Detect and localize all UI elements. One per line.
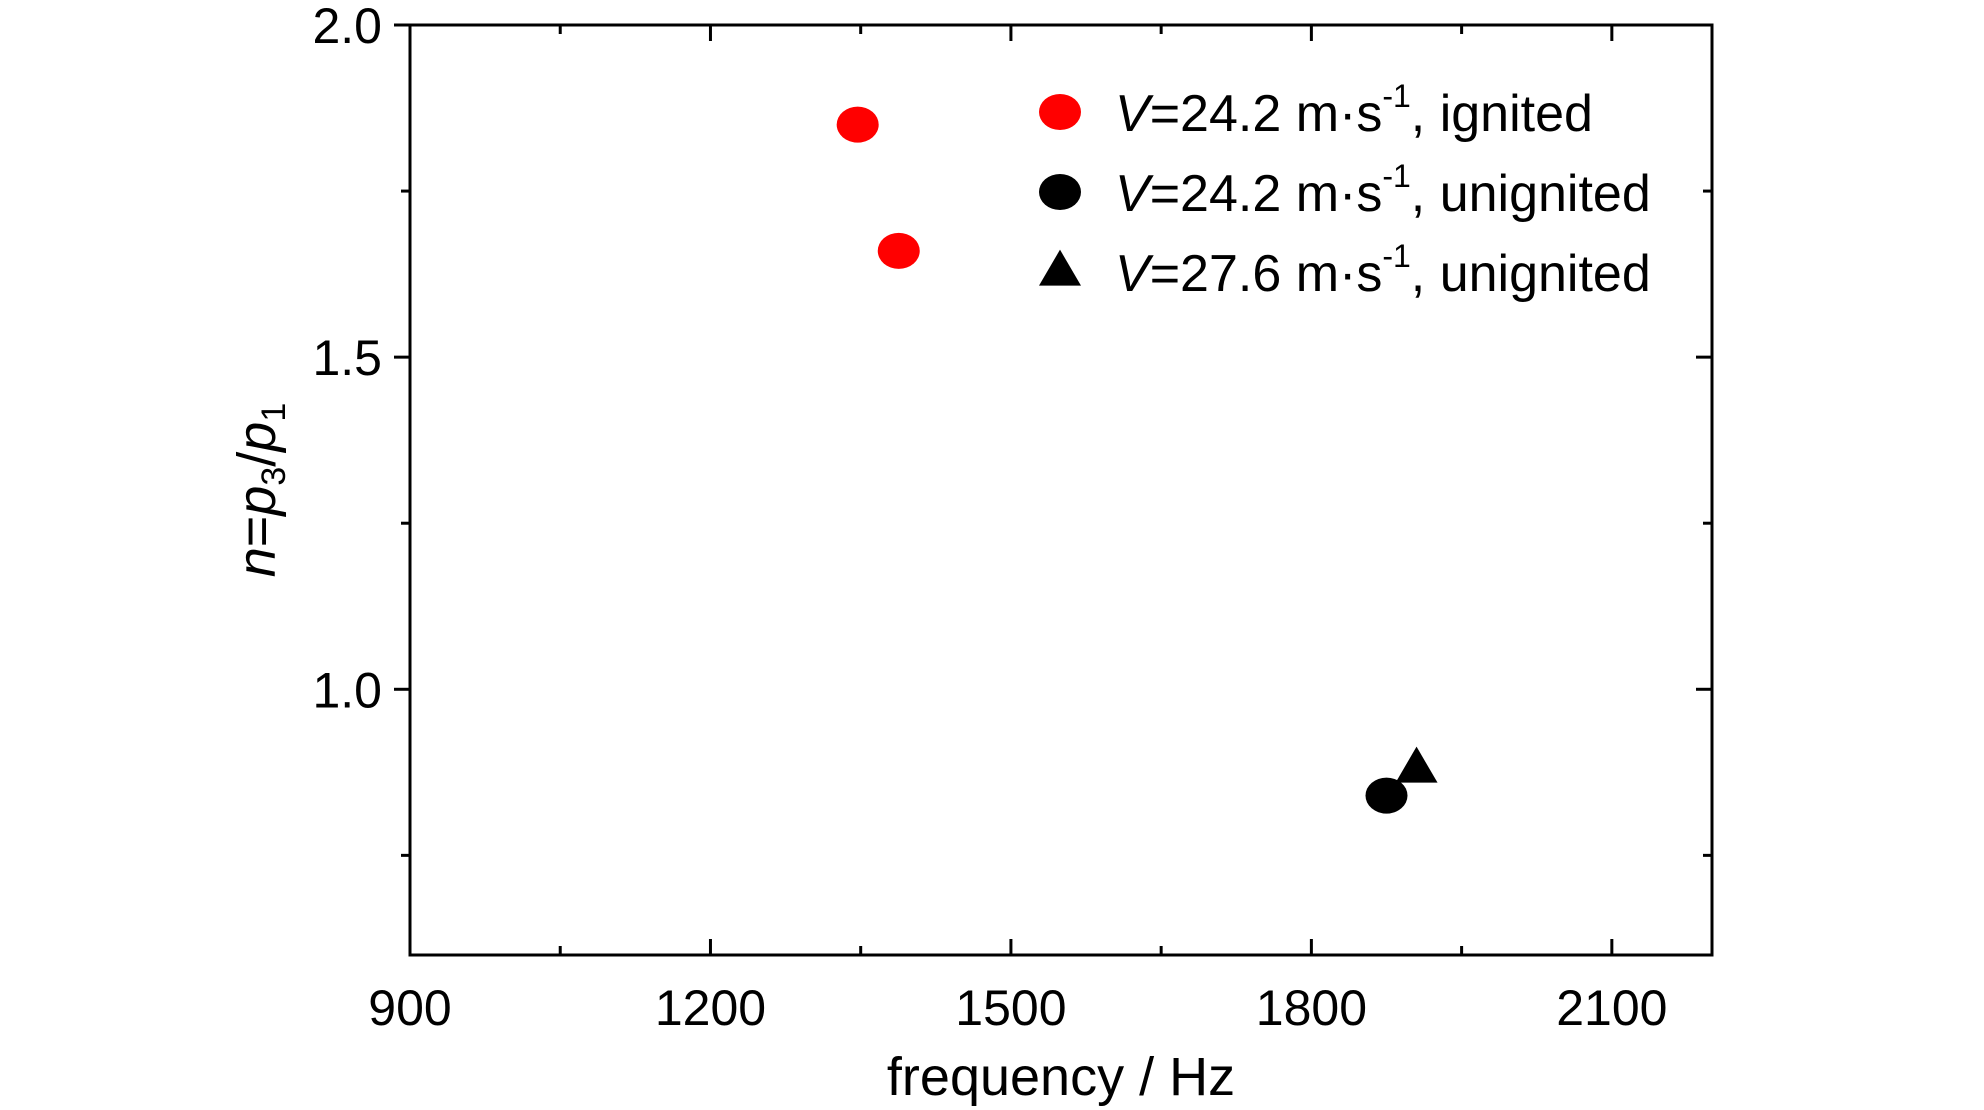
y-tick-label: 2.0	[312, 0, 382, 54]
legend-entry: V=24.2 m·s-1, unignited	[1039, 158, 1651, 223]
x-tick-label: 1800	[1256, 980, 1367, 1036]
y-tick-label: 1.0	[312, 662, 382, 718]
data-point	[836, 106, 879, 143]
data-points	[836, 106, 1438, 814]
legend-entry: V=24.2 m·s-1, ignited	[1039, 78, 1593, 143]
data-point	[877, 232, 920, 269]
legend-marker	[1039, 174, 1081, 210]
legend-label: V=27.6 m·s-1, unignited	[1115, 238, 1651, 303]
x-tick-label: 1200	[655, 980, 766, 1036]
y-tick-label: 1.5	[312, 330, 382, 386]
legend-label: V=24.2 m·s-1, ignited	[1115, 78, 1593, 143]
legend-entry: V=27.6 m·s-1, unignited	[1039, 238, 1651, 303]
x-tick-label: 2100	[1556, 980, 1667, 1036]
y-axis-ticks	[394, 23, 1712, 857]
y-label-p1: p	[227, 422, 287, 454]
svg-text:n=p3/p1: n=p3/p1	[227, 403, 293, 578]
x-axis-label: frequency / Hz	[887, 1047, 1235, 1107]
x-axis-tick-labels: 900 1200 1500 1800 2100	[368, 980, 1667, 1036]
axis-frame	[408, 23, 1714, 957]
plot-area	[394, 23, 1714, 957]
y-label-n: n	[227, 547, 287, 577]
legend-marker	[1039, 249, 1081, 286]
legend-marker	[1039, 94, 1081, 130]
x-axis-ticks	[408, 25, 1614, 955]
x-tick-label: 900	[368, 980, 451, 1036]
legend: V=24.2 m·s-1, ignited V=24.2 m·s-1, unign…	[1039, 78, 1651, 303]
x-tick-label: 1500	[955, 980, 1066, 1036]
data-point	[1395, 746, 1438, 783]
y-axis-tick-labels: 1.0 1.5 2.0	[312, 0, 382, 718]
y-label-sub1: 1	[255, 403, 293, 422]
y-label-p3: p	[227, 486, 287, 518]
legend-label: V=24.2 m·s-1, unignited	[1115, 158, 1651, 223]
data-point	[1365, 777, 1408, 814]
y-axis-label: n=p3/p1	[227, 403, 293, 578]
y-label-sub3: 3	[255, 467, 293, 486]
y-label-eq: =	[227, 516, 287, 548]
y-label-slash: /	[227, 452, 287, 467]
